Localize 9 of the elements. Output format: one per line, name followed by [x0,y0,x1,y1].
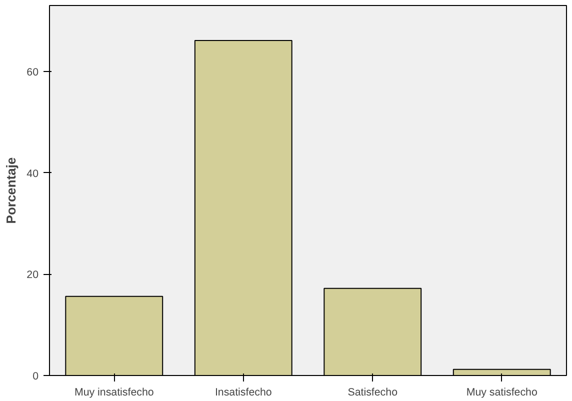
x-tick-label: Muy satisfecho [466,386,538,398]
y-tick-label: 0 [32,370,39,382]
y-axis-title: Porcentaje [4,157,19,224]
x-tick-label: Muy insatisfecho [74,386,154,398]
x-tick-label: Satisfecho [348,386,398,398]
y-tick-label: 60 [26,66,39,78]
y-tick-label: 20 [26,269,39,282]
x-tick-label: Insatisfecho [214,386,272,398]
y-tick-label: 40 [26,168,39,180]
